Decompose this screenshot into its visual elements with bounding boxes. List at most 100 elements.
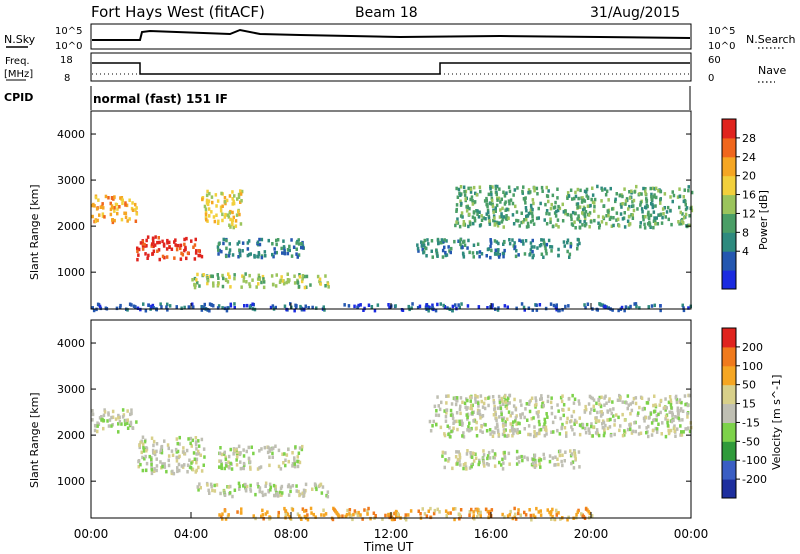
power-echo-cell [603,187,607,191]
velocity-echo-cell [458,455,462,460]
power-echo-cell [288,244,291,249]
power-echo-cell [237,195,241,199]
power-echo-cell [469,221,472,225]
velocity-echo-cell [551,514,554,519]
power-echo-cell [183,242,186,247]
power-echo-cell [146,256,149,260]
power-echo-cell [558,206,562,211]
velocity-echo-cell [657,412,660,417]
velocity-echo-cell [502,416,506,420]
power-echo-cell [585,187,589,192]
velocity-echo-cell [634,396,638,400]
velocity-echo-cell [610,433,613,438]
power-echo-cell [425,254,428,258]
power-echo-cell [225,308,229,313]
power-echo-cell [303,308,306,312]
power-echo-cell [103,215,106,219]
power-echo-cell [690,190,694,195]
power-echo-cell [496,196,499,200]
power-echo-cell [248,282,251,286]
velocity-echo-cell [219,459,223,463]
velocity-colorbar-segment [722,479,736,499]
velocity-echo-cell [200,437,204,442]
velocity-echo-cell [573,418,577,423]
power-echo-cell [459,242,462,247]
power-echo-cell [598,226,601,230]
power-echo-cell [282,282,286,286]
velocity-echo-cell [239,460,242,464]
power-echo-cell [654,222,657,226]
power-echo-cell [311,305,314,310]
velocity-echo-cell [238,484,241,488]
power-echo-cell [201,305,204,309]
power-echo-cell [531,249,534,254]
power-echo-cell [556,196,559,200]
power-echo-cell [556,187,559,191]
power-echo-cell [198,284,201,288]
velocity-echo-cell [218,513,221,517]
power-echo-cell [208,214,211,218]
power-echo-cell [591,193,595,197]
velocity-echo-cell [381,517,384,521]
velocity-echo-cell [588,431,591,435]
velocity-echo-cell [102,413,106,418]
velocity-echo-cell [453,517,456,522]
power-echo-cell [231,253,235,257]
power-echo-cell [646,204,649,209]
power-echo-cell [535,303,538,307]
velocity-echo-cell [669,400,673,405]
velocity-echo-cell [508,513,512,517]
velocity-echo-cell [597,419,601,423]
velocity-echo-cell [455,411,459,415]
velocity-echo-cell [655,427,659,431]
velocity-echo-cell [477,512,481,516]
velocity-echo-cell [533,465,537,469]
power-echo-cell [678,187,681,191]
velocity-echo-cell [536,431,539,436]
power-echo-cell [600,199,603,203]
velocity-echo-cell [300,447,304,452]
power-echo-cell [211,274,214,279]
power-echo-cell [619,202,623,207]
power-echo-cell [118,306,122,310]
power-echo-cell [224,212,227,217]
power-echo-cell [663,192,667,196]
power-echo-cell [687,306,690,310]
velocity-echo-cell [478,412,482,417]
velocity-echo-cell [487,450,491,455]
velocity-echo-cell [554,415,557,419]
velocity-echo-cell [555,508,558,513]
power-echo-cell [506,207,509,212]
velocity-echo-cell [443,465,446,470]
velocity-echo-cell [220,464,223,468]
power-echo-cell [207,207,211,211]
power-echo-cell [175,305,178,309]
power-echo-cell [642,217,645,222]
power-echo-cell [442,303,445,308]
velocity-echo-cell [314,515,317,519]
velocity-echo-cell [325,493,328,498]
power-echo-cell [98,304,102,309]
power-echo-cell [591,186,594,190]
power-echo-cell [464,197,467,201]
velocity-echo-cell [296,459,299,464]
power-echo-cell [652,195,656,199]
velocity-echo-cell [528,508,531,512]
power-echo-cell [416,246,420,251]
power-echo-cell [191,302,194,306]
velocity-colorbar-segment [722,346,736,367]
power-echo-cell [343,303,346,307]
power-echo-cell [262,280,266,284]
velocity-echo-cell [101,417,104,422]
power-echo-cell [238,250,242,254]
power-echo-cell [200,254,204,259]
velocity-echo-cell [493,456,496,460]
velocity-echo-cell [393,511,396,516]
velocity-echo-cell [539,458,543,462]
power-echo-cell [542,238,545,242]
velocity-echo-cell [557,462,560,467]
velocity-echo-cell [200,469,204,473]
nsky-tick-top: 10^5 [55,26,82,37]
velocity-echo-cell [652,410,656,414]
velocity-echo-cell [467,429,471,433]
